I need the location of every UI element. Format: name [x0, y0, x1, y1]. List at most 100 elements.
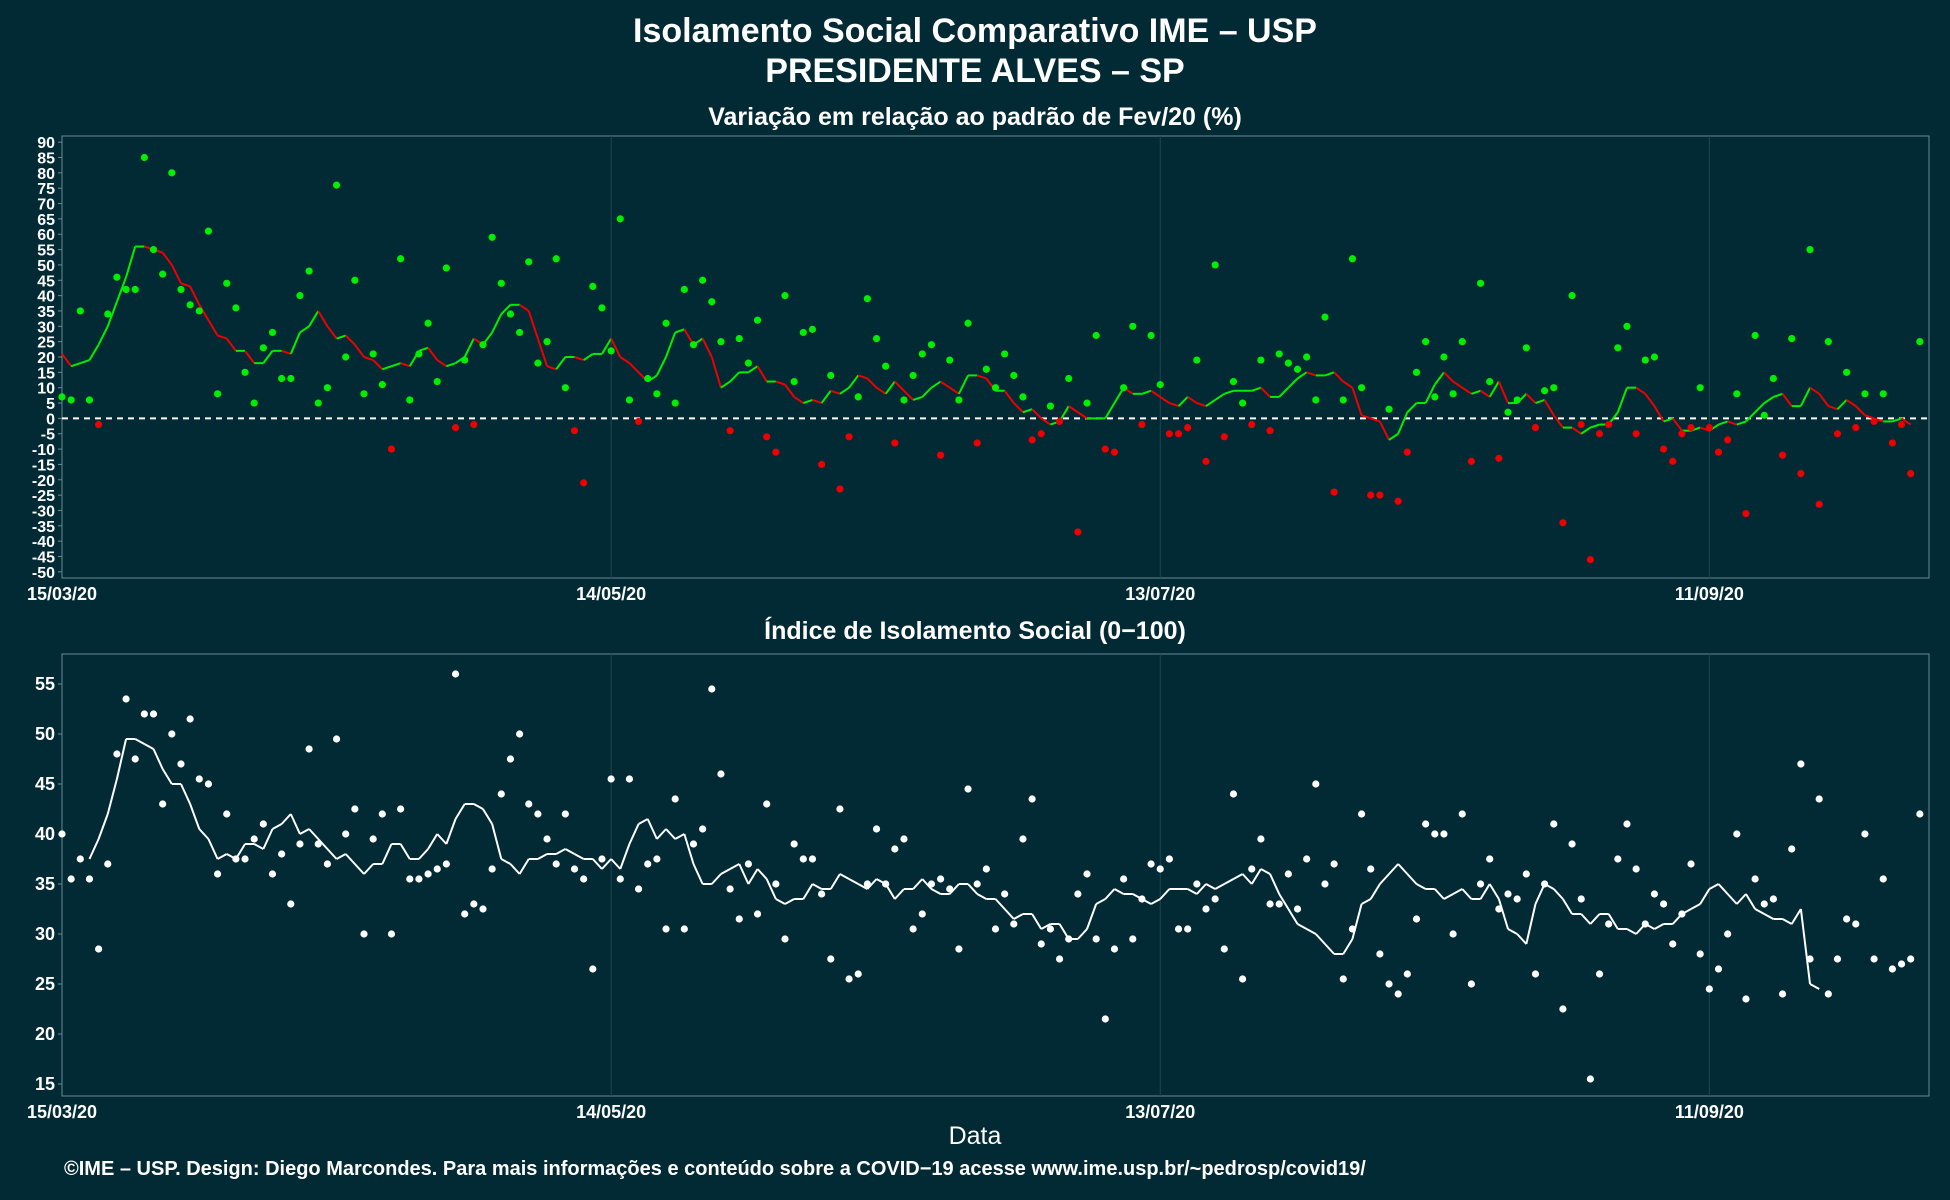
moving-average-segment: [207, 319, 219, 337]
y-tick-label: 5: [46, 396, 55, 413]
data-point: [735, 915, 743, 923]
data-point: [1897, 960, 1906, 968]
data-point: [1220, 945, 1228, 953]
data-point: [451, 423, 460, 432]
data-point: [1376, 950, 1384, 958]
moving-average-segment: [1205, 883, 1216, 890]
data-point: [845, 433, 853, 441]
data-point: [415, 350, 423, 358]
data-point: [223, 810, 231, 818]
data-point: [1833, 955, 1842, 963]
data-point: [1403, 448, 1411, 456]
data-point: [1724, 930, 1732, 938]
data-point: [1248, 865, 1256, 873]
data-point: [1101, 1015, 1109, 1023]
moving-average-segment: [70, 362, 81, 368]
moving-average-segment: [1488, 883, 1500, 900]
y-tick-label: 25: [37, 335, 55, 352]
moving-average-segment: [638, 818, 649, 825]
moving-average-segment: [454, 803, 466, 820]
data-point: [305, 267, 313, 275]
data-point: [772, 880, 780, 888]
data-point: [1229, 790, 1238, 798]
moving-average-segment: [372, 359, 384, 370]
moving-average-segment: [1763, 913, 1774, 920]
data-point: [1403, 970, 1411, 978]
moving-average-segment: [848, 374, 860, 389]
data-point: [287, 374, 295, 383]
data-point: [1879, 875, 1887, 883]
moving-average-segment: [674, 328, 685, 334]
x-tick-label: 14/05/20: [576, 1102, 646, 1122]
data-point: [1431, 393, 1439, 401]
moving-average-segment: [1828, 405, 1838, 411]
moving-average-segment: [1763, 396, 1774, 404]
moving-average-segment: [308, 310, 320, 327]
moving-average-segment: [1590, 423, 1600, 429]
data-point: [1669, 457, 1677, 465]
data-point: [1531, 970, 1540, 978]
moving-average-segment: [1626, 928, 1637, 935]
moving-average-segment: [326, 848, 338, 860]
moving-average-segment: [857, 374, 868, 380]
data-point: [497, 279, 505, 287]
data-point: [268, 870, 277, 878]
moving-average-segment: [344, 853, 356, 865]
moving-average-segment: [921, 878, 933, 890]
data-point: [598, 304, 606, 312]
y-tick-label: 40: [35, 824, 55, 844]
data-point: [1174, 925, 1183, 933]
moving-average-segment: [1461, 386, 1472, 395]
data-point: [1001, 350, 1009, 358]
moving-average-segment: [1443, 371, 1454, 383]
moving-average-segment: [180, 282, 191, 288]
data-point: [1010, 920, 1018, 928]
moving-average-segment: [775, 898, 786, 905]
moving-average-segment: [1553, 888, 1564, 900]
moving-average-segment: [299, 828, 310, 835]
data-point: [1357, 384, 1366, 392]
moving-average-segment: [1616, 387, 1628, 413]
data-point: [1284, 359, 1292, 367]
moving-average-segment: [1452, 380, 1463, 389]
y-tick-label: 20: [37, 350, 55, 367]
data-point: [543, 835, 551, 843]
data-point: [131, 285, 139, 294]
data-point: [1687, 423, 1695, 432]
data-point: [1046, 925, 1055, 933]
data-point: [534, 810, 542, 818]
moving-average-segment: [1534, 883, 1546, 905]
data-point: [1293, 905, 1302, 913]
data-point: [607, 775, 615, 783]
moving-average-segment: [1196, 883, 1207, 895]
data-point: [818, 890, 826, 898]
data-point: [1303, 855, 1311, 863]
data-point: [589, 282, 597, 291]
data-point: [104, 310, 112, 318]
data-point: [1385, 405, 1393, 413]
data-point: [625, 775, 634, 783]
moving-average-segment: [1205, 399, 1216, 407]
data-point: [1714, 965, 1723, 973]
data-point: [1614, 344, 1622, 352]
data-point: [909, 925, 917, 933]
moving-average-segment: [152, 748, 164, 770]
data-point: [1742, 995, 1750, 1003]
data-point: [1843, 368, 1851, 376]
moving-average-segment: [518, 858, 530, 875]
moving-average-segment: [601, 858, 612, 870]
data-point: [561, 810, 569, 818]
moving-average-segment: [1471, 389, 1481, 395]
data-point: [241, 368, 249, 376]
moving-average-segment: [1754, 908, 1765, 915]
data-point: [1513, 895, 1521, 903]
data-point: [1174, 430, 1183, 438]
data-point: [1751, 875, 1759, 883]
moving-average-segment: [1214, 393, 1225, 401]
data-point: [479, 341, 487, 349]
data-point: [1806, 955, 1814, 963]
data-point: [323, 384, 332, 392]
plot-frame: [61, 653, 1930, 1097]
data-point: [168, 730, 176, 738]
data-point: [1724, 436, 1732, 444]
